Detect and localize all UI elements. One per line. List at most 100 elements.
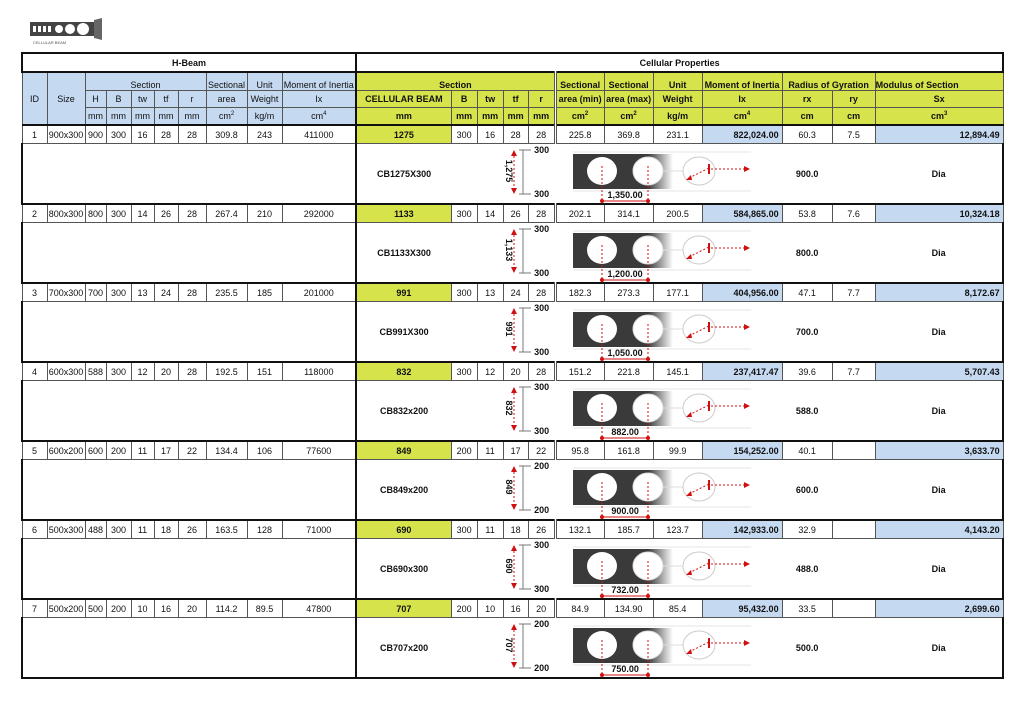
cell-area: 192.5	[205, 361, 248, 381]
diameter-label: Dia	[875, 617, 1005, 679]
cell-spacing-label: 1,350.00	[607, 190, 643, 200]
diameter-label: Dia	[875, 301, 1005, 363]
header-tw: tw	[130, 90, 155, 108]
header-cb-tf: tf	[502, 90, 529, 108]
cell-area-max: 314.1	[603, 203, 654, 223]
cell-cb: 832	[355, 361, 452, 381]
cellular-beam-name: CB1275X300	[356, 143, 452, 205]
cell-tf: 17	[153, 440, 179, 460]
cell-tw: 11	[130, 440, 155, 460]
diagram-row: CB1275X300 300 300 1,275 1,350.00 900.0 Dia	[20, 143, 1005, 205]
cell-weight: 151	[246, 361, 283, 381]
header-id: ID	[21, 71, 48, 126]
cell-tf: 26	[153, 203, 179, 223]
unit-cm2: cm2	[603, 107, 654, 126]
cell-rx: 47.1	[781, 282, 833, 302]
cell-tf: 28	[153, 124, 179, 144]
header-moment: Moment of Inertia	[281, 71, 358, 91]
cell-cb-r: 28	[527, 361, 556, 381]
cellular-beam-drawing	[511, 544, 752, 598]
cell-weight: 210	[246, 203, 283, 223]
beam-diagram: 300 300 690 732.00	[451, 538, 783, 600]
diameter-label: Dia	[875, 222, 1005, 284]
cell-area-max: 273.3	[603, 282, 654, 302]
cell-area-min: 95.8	[553, 440, 605, 460]
cellular-properties-title: Cellular Properties	[355, 52, 1005, 73]
header-sectional-max: Sectional	[603, 71, 654, 91]
beam-height-label: 849	[504, 479, 515, 495]
flange-width-bottom: 200	[534, 505, 550, 515]
cell-spacing-label: 882.00	[611, 427, 639, 437]
flange-width-top: 300	[534, 224, 550, 234]
cell-id: 4	[21, 361, 48, 381]
cell-area: 163.5	[205, 519, 248, 539]
cell-cb-B: 300	[450, 361, 478, 381]
header-cb-moment: Moment of Inertia	[701, 71, 783, 91]
cell-sx: 4,143.20	[874, 519, 1004, 539]
unit-cm: cm	[781, 107, 833, 126]
cell-area-max: 185.7	[603, 519, 654, 539]
cell-tf: 20	[153, 361, 179, 381]
table-row: 2 800x300 800 300 14 26 28 267.4 210 292000 1133 30…	[21, 203, 1004, 223]
header-unit: Unit	[246, 71, 283, 91]
cell-tf: 24	[153, 282, 179, 302]
cell-cb-tf: 26	[502, 203, 529, 223]
cell-ry	[831, 598, 876, 618]
cell-H: 488	[84, 519, 107, 539]
cell-cb-ix: 142,933.00	[701, 519, 783, 539]
cell-cb-tf: 20	[502, 361, 529, 381]
cell-cb-weight: 145.1	[652, 361, 703, 381]
flange-width-top: 300	[534, 145, 550, 155]
cell-cb-B: 300	[450, 124, 478, 144]
cell-ry: 7.5	[831, 124, 876, 144]
cell-tf: 18	[153, 519, 179, 539]
cell-cb-weight: 85.4	[652, 598, 703, 618]
cell-B: 300	[105, 519, 132, 539]
diameter-label: Dia	[875, 380, 1005, 442]
diagram-row: CB1133X300 300 300 1,133 1,200.00 800.0 Dia	[20, 222, 1005, 284]
cell-r: 20	[177, 598, 207, 618]
beam-diagram: 200 200 849 900.00	[451, 459, 783, 521]
cell-tw: 16	[130, 124, 155, 144]
cell-area-max: 161.8	[603, 440, 654, 460]
diameter-label: Dia	[875, 143, 1005, 205]
blank-cell	[20, 538, 358, 600]
cell-H: 900	[84, 124, 107, 144]
cell-cb-B: 300	[450, 203, 478, 223]
cell-cb: 1275	[355, 124, 452, 144]
unit-mm: mm	[84, 107, 107, 126]
cell-ry	[831, 440, 876, 460]
cell-cb-r: 20	[527, 598, 556, 618]
header-size: Size	[46, 71, 86, 126]
cell-area-max: 134.90	[603, 598, 654, 618]
cell-cb-weight: 99.9	[652, 440, 703, 460]
cell-weight: 185	[246, 282, 283, 302]
cellular-beam-name: CB707x200	[356, 617, 452, 679]
header-area-min: area (min)	[553, 90, 605, 108]
flange-width-top: 200	[534, 461, 550, 471]
header-modulus: Modulus of Section	[874, 71, 1004, 91]
cell-size: 600x300	[46, 361, 86, 381]
beam-height-label: 1,275	[504, 159, 515, 183]
cell-size: 500x200	[46, 598, 86, 618]
cell-tw: 11	[130, 519, 155, 539]
cell-cb-tf: 17	[502, 440, 529, 460]
cell-cb-ix: 822,024.00	[701, 124, 783, 144]
cell-r: 22	[177, 440, 207, 460]
table-row: 6 500x300 488 300 11 18 26 163.5 128 71000 690 300 1…	[21, 519, 1004, 539]
beam-diagram: 300 300 1,275 1,350.00	[451, 143, 783, 205]
svg-text:CELLULAR BEAM: CELLULAR BEAM	[33, 40, 66, 45]
beam-height-label: 991	[504, 321, 515, 337]
cell-area-min: 84.9	[553, 598, 605, 618]
cellular-beam-drawing	[511, 623, 752, 677]
cellular-beam-drawing	[511, 149, 752, 203]
unit-kgm: kg/m	[652, 107, 703, 126]
cell-weight: 128	[246, 519, 283, 539]
cell-area: 267.4	[205, 203, 248, 223]
table-row: 7 500x200 500 200 10 16 20 114.2 89.5 47800 707 200…	[21, 598, 1004, 618]
unit-mm: mm	[450, 107, 478, 126]
unit-mm: mm	[476, 107, 504, 126]
diameter-label: Dia	[875, 459, 1005, 521]
header-cb-ix: Ix	[701, 90, 783, 108]
cell-sx: 2,699.60	[874, 598, 1004, 618]
